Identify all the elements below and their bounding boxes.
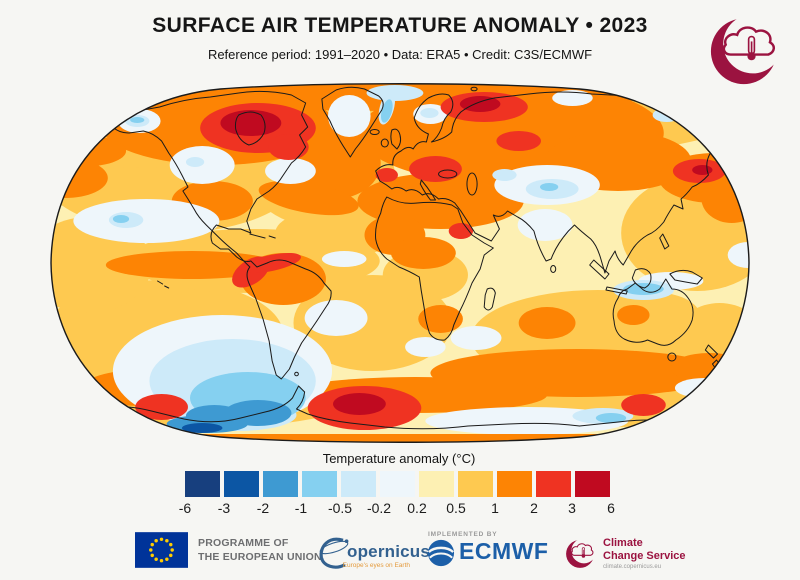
legend-swatch — [380, 471, 415, 497]
anomaly-deepblue-layer — [181, 423, 223, 433]
implemented-by-label: IMPLEMENTED BY — [428, 531, 498, 538]
eu-flag-stars — [149, 537, 174, 563]
legend-swatch — [302, 471, 337, 497]
legend-tick: 3 — [568, 500, 576, 516]
eu-programme-line2: THE EUROPEAN UNION — [198, 551, 322, 563]
legend-swatch — [497, 471, 532, 497]
legend-tick: 0.5 — [446, 500, 466, 516]
legend-swatch — [185, 471, 220, 497]
continent-outlines — [90, 86, 749, 430]
c3s-label-line1: Climate — [603, 537, 643, 549]
header: SURFACE AIR TEMPERATURE ANOMALY • 2023 R… — [0, 14, 800, 62]
legend-tick: 6 — [607, 500, 615, 516]
legend-tick: -6 — [178, 500, 192, 516]
legend-swatch — [341, 471, 376, 497]
page-subtitle: Reference period: 1991–2020 • Data: ERA5… — [207, 47, 593, 62]
copernicus-wordmark: opernicus — [347, 542, 431, 561]
legend-ticks: -6 -3 -2 -1 -0.5 -0.2 0.2 0.5 1 2 3 6 — [179, 500, 615, 518]
antarctic-edge-strip — [202, 434, 629, 443]
ecmwf-wordmark: ECMWF — [459, 538, 549, 564]
legend-swatch — [536, 471, 571, 497]
eu-programme-label: PROGRAMME OF THE EUROPEAN UNION — [198, 536, 322, 564]
eu-programme-line1: PROGRAMME OF — [198, 537, 289, 549]
legend-swatch — [458, 471, 493, 497]
legend-title: Temperature anomaly (°C) — [322, 451, 476, 466]
legend-tick: -0.2 — [366, 500, 392, 516]
world-anomaly-map — [50, 83, 750, 443]
legend-swatch — [419, 471, 454, 497]
copernicus-logo-icon — [319, 537, 349, 569]
legend-swatch — [224, 471, 259, 497]
legend-tick: 0.2 — [407, 500, 427, 516]
projection-outline — [50, 83, 750, 443]
legend-tick: 1 — [491, 500, 499, 516]
legend-swatch — [575, 471, 610, 497]
legend-tick: 2 — [530, 500, 538, 516]
eu-flag-icon — [135, 532, 188, 568]
legend-swatch — [263, 471, 298, 497]
c3s-logo-icon — [564, 535, 599, 570]
colorbar — [185, 471, 610, 497]
legend-tick: -1 — [294, 500, 308, 516]
copernicus-tagline: Europe's eyes on Earth — [342, 562, 410, 569]
c3s-thermometer-cloud-icon — [706, 7, 788, 89]
legend-tick: -3 — [217, 500, 231, 516]
legend-tick: -0.5 — [327, 500, 353, 516]
c3s-url: climate.copernicus.eu — [603, 564, 662, 570]
ecmwf-logo-icon — [427, 539, 455, 567]
c3s-label-line2: Change Service — [603, 550, 686, 562]
legend-tick: -2 — [256, 500, 270, 516]
page-title: SURFACE AIR TEMPERATURE ANOMALY • 2023 — [152, 14, 648, 37]
